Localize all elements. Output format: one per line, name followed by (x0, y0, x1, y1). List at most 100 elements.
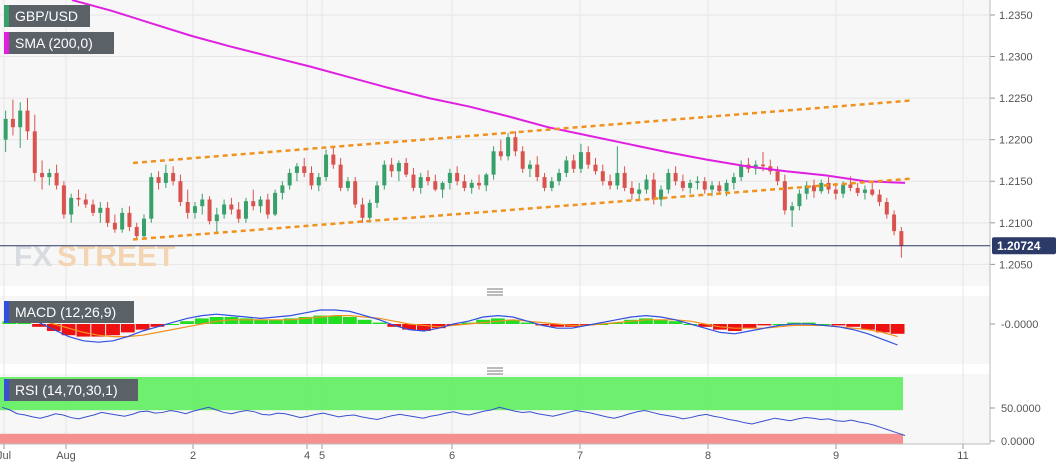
macd-histogram-bar (431, 324, 446, 329)
candle-body (469, 182, 474, 188)
candle-body (615, 172, 620, 186)
macd-histogram-bar (668, 321, 683, 324)
candle-body (32, 131, 37, 173)
time-tick-label: 11 (957, 450, 968, 462)
macd-histogram-bar (313, 315, 328, 324)
candle-body (418, 177, 423, 188)
candle-body (294, 166, 299, 173)
candle-body (498, 151, 503, 157)
candle-body (54, 172, 59, 186)
rsi-label[interactable]: RSI (14,70,30,1) (4, 379, 138, 401)
candle-body (134, 226, 139, 237)
macd-label[interactable]: MACD (12,26,9) (4, 301, 134, 323)
candle-body (644, 179, 649, 190)
candle-body (797, 193, 802, 207)
macd-histogram-bar (32, 324, 46, 327)
macd-histogram-bar (535, 324, 550, 326)
candle-body (848, 184, 853, 188)
candle-body (353, 181, 358, 205)
macd-histogram-bar (372, 322, 387, 324)
macd-histogram-bar (816, 324, 831, 325)
candle-body (207, 199, 212, 222)
overlay-lines (71, 0, 911, 241)
candle-body (440, 182, 445, 190)
macd-series (2, 309, 905, 346)
candle-body (680, 181, 685, 188)
candle-body (447, 172, 452, 183)
candle-body (251, 201, 256, 207)
candle-body (659, 189, 664, 200)
candle-body (265, 199, 270, 215)
candle-body (535, 164, 540, 178)
macd-histogram-bar (476, 319, 491, 324)
candle-body (760, 164, 765, 167)
price-tick-label: 1.2100 (999, 218, 1033, 230)
drag-handle-icon[interactable] (487, 288, 503, 296)
candle-body (10, 118, 15, 128)
candle-body (527, 164, 532, 169)
candle-body (3, 118, 8, 140)
candle-body (717, 185, 722, 192)
candle-body (833, 189, 838, 194)
macd-histogram-bar (91, 324, 106, 337)
macd-histogram-bar (520, 322, 535, 324)
time-tick-label: 9 (833, 450, 839, 462)
macd-histogram-bar (180, 321, 194, 324)
macd-histogram-bar (209, 317, 224, 324)
candle-body (40, 172, 45, 178)
candle-body (367, 202, 372, 218)
channel-upper-line (132, 99, 911, 165)
macd-histogram-bar (890, 324, 905, 334)
candle-body (433, 181, 438, 190)
candle-body (375, 185, 380, 203)
candle-body (651, 179, 656, 200)
price-axis[interactable] (990, 0, 1063, 469)
macd-histogram-bar (461, 322, 476, 324)
candle-body (520, 151, 525, 169)
sma-color-swatch (4, 32, 9, 54)
time-tick-label: 2 (190, 450, 196, 462)
candle-body (877, 194, 882, 203)
macd-histogram-bar (239, 318, 254, 324)
candle-body (91, 204, 96, 213)
candle-body (899, 231, 904, 247)
candle-body (782, 181, 787, 211)
candle-body (557, 172, 562, 182)
macd-histogram-bar (194, 318, 209, 324)
sma-label[interactable]: SMA (200,0) (4, 32, 114, 54)
candle-body (426, 177, 431, 182)
candle-body (142, 218, 147, 237)
candle-body (710, 185, 715, 190)
symbol-label[interactable]: GBP/USD (4, 5, 90, 27)
candle-body (200, 199, 205, 207)
macd-histogram-bar (653, 319, 668, 324)
drag-handle-icon[interactable] (487, 367, 503, 375)
macd-histogram-bar (416, 324, 431, 331)
candle-body (280, 185, 285, 193)
candle-body (455, 172, 460, 182)
rsi-series (0, 377, 906, 444)
macd-histogram-bar (283, 318, 298, 324)
candle-body (163, 172, 168, 183)
price-pane[interactable] (0, 0, 990, 286)
candle-body (855, 187, 860, 193)
macd-pane[interactable] (0, 296, 990, 364)
candle-body (476, 182, 481, 186)
macd-histogram-bar (639, 318, 653, 324)
macd-histogram-bar (268, 319, 283, 324)
macd-histogram-bar (342, 317, 357, 324)
macd-histogram-bar (875, 324, 890, 333)
watermark-street: STREET (57, 240, 175, 273)
candle-body (411, 174, 416, 188)
sma-200-line (71, 0, 906, 184)
time-tick-label: Jul (0, 450, 11, 462)
macd-histogram-bar (831, 324, 846, 326)
macd-line (9, 309, 898, 346)
candle-body (608, 181, 613, 186)
macd-histogram-bar (165, 324, 180, 325)
macd-histogram-bar (446, 324, 461, 326)
candle-body (302, 166, 307, 173)
candle-body (600, 171, 605, 182)
macd-histogram-bar (402, 324, 416, 330)
